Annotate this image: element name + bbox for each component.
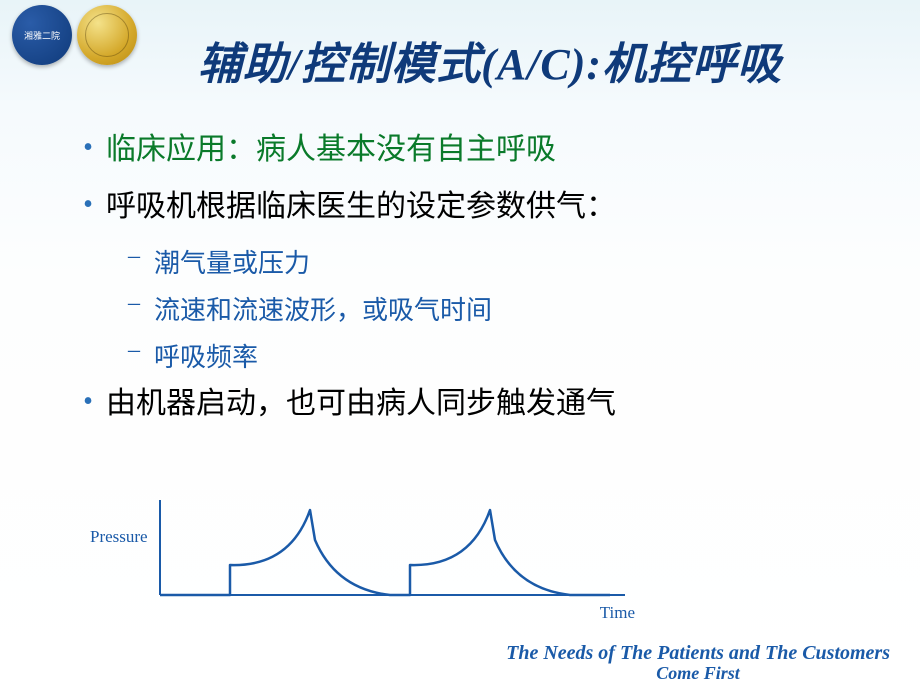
footer-line1: The Needs of The Patients and The Custom… — [506, 642, 890, 665]
x-axis-label: Time — [600, 603, 635, 623]
slide-title: 辅助/控制模式(A/C):机控呼吸 — [80, 28, 900, 92]
sub-bullet-2: – 流速和流速波形，或吸气时间 — [128, 290, 880, 327]
bullet-3-text: 由机器启动，也可由病人同步触发通气 — [106, 384, 616, 425]
sub-bullet-3: – 呼吸频率 — [128, 337, 880, 374]
logo-blue-text: 湘雅二院 — [24, 29, 60, 42]
sub-bullet-1: – 潮气量或压力 — [128, 243, 880, 280]
bullet-dot-icon: • — [70, 130, 106, 166]
footer-slogan: The Needs of The Patients and The Custom… — [506, 642, 890, 684]
bullet-2-text: 呼吸机根据临床医生的设定参数供气： — [106, 187, 616, 228]
bullet-dot-icon: • — [70, 384, 106, 420]
dash-icon: – — [128, 337, 154, 364]
bullet-2: • 呼吸机根据临床医生的设定参数供气： — [70, 187, 880, 228]
dash-icon: – — [128, 243, 154, 270]
bullet-dot-icon: • — [70, 187, 106, 223]
dash-icon: – — [128, 290, 154, 317]
bullet-1: • 临床应用：病人基本没有自主呼吸 — [70, 130, 880, 171]
bullet-1-text: 临床应用：病人基本没有自主呼吸 — [106, 130, 556, 171]
sub-bullet-3-text: 呼吸频率 — [154, 337, 258, 374]
bullet-3: • 由机器启动，也可由病人同步触发通气 — [70, 384, 880, 425]
footer-line2: Come First — [506, 663, 890, 684]
y-axis-label: Pressure — [90, 527, 148, 547]
sub-bullet-2-text: 流速和流速波形，或吸气时间 — [154, 290, 492, 327]
sub-bullet-1-text: 潮气量或压力 — [154, 243, 310, 280]
hospital-logo-blue: 湘雅二院 — [12, 5, 72, 65]
waveform-svg — [155, 495, 685, 615]
pressure-waveform-chart: Pressure Time — [95, 495, 645, 625]
content-block: • 临床应用：病人基本没有自主呼吸 • 呼吸机根据临床医生的设定参数供气： – … — [70, 130, 880, 441]
